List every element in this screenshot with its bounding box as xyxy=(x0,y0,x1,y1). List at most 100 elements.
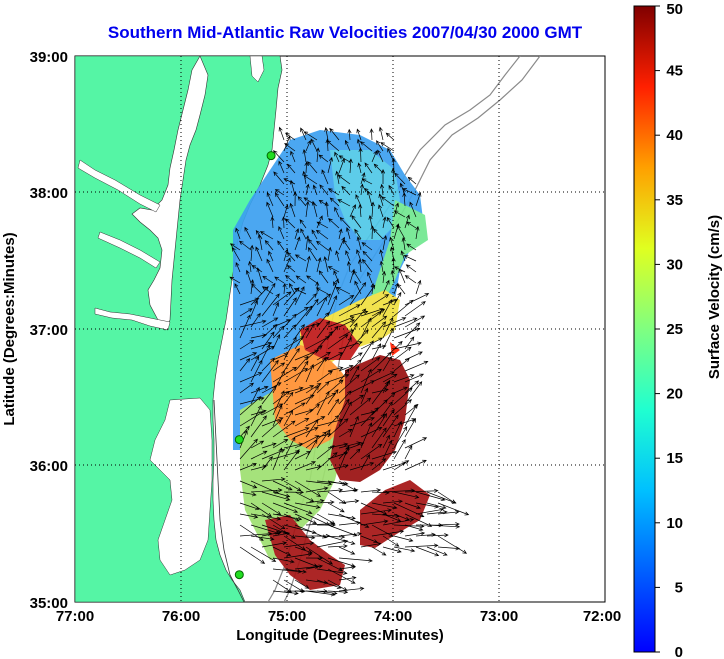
velocity-arrow xyxy=(409,201,417,218)
velocity-arrow xyxy=(338,546,356,555)
velocity-arrow xyxy=(316,370,333,383)
velocity-arrow xyxy=(327,398,340,416)
velocity-arrow xyxy=(250,312,261,328)
velocity-arrow xyxy=(360,387,369,405)
velocity-arrow xyxy=(250,502,272,517)
velocity-arrow xyxy=(351,214,362,229)
velocity-arrow xyxy=(270,216,275,229)
velocity-arrow xyxy=(426,524,461,529)
velocity-arrow xyxy=(234,283,241,295)
velocity-arrow xyxy=(272,557,295,564)
velocity-arrow xyxy=(327,502,345,513)
velocity-arrow xyxy=(303,131,318,141)
x-tick-label: 72:00 xyxy=(583,608,621,625)
velocity-arrow xyxy=(238,240,252,251)
velocity-arrow xyxy=(290,150,296,163)
velocity-arrow xyxy=(382,535,400,547)
velocity-arrow xyxy=(316,312,330,328)
y-tick-label: 35:00 xyxy=(30,595,68,612)
velocity-arrow xyxy=(239,352,258,361)
velocity-arrow xyxy=(338,428,353,438)
velocity-arrow xyxy=(283,409,293,427)
velocity-arrow xyxy=(338,513,370,528)
velocity-arrow xyxy=(338,401,352,427)
velocity-arrow xyxy=(294,236,301,251)
velocity-arrow xyxy=(294,426,319,438)
velocity-arrow xyxy=(349,365,360,383)
velocity-arrow xyxy=(327,535,356,545)
velocity-arrow xyxy=(379,260,384,273)
velocity-arrow xyxy=(371,399,388,416)
radar-station-marker xyxy=(234,435,244,445)
colorbar-tick-label: 30 xyxy=(666,256,683,273)
velocity-arrow xyxy=(360,368,382,383)
velocity-arrow xyxy=(261,331,275,350)
velocity-arrow xyxy=(349,308,367,328)
velocity-arrow xyxy=(305,439,318,460)
velocity-arrow xyxy=(294,360,309,383)
velocity-arrow xyxy=(437,535,468,554)
velocity-arrow xyxy=(307,161,318,174)
velocity-arrow xyxy=(239,524,264,541)
velocity-arrow xyxy=(294,385,315,394)
velocity-arrow xyxy=(382,401,393,416)
velocity-arrow xyxy=(333,281,340,295)
velocity-arrow xyxy=(358,203,363,218)
radar-station-marker xyxy=(266,151,276,161)
velocity-arrow xyxy=(329,197,340,207)
velocity-arrow xyxy=(315,229,329,240)
velocity-arrow xyxy=(371,502,398,510)
velocity-arrow xyxy=(338,531,362,537)
velocity-arrow xyxy=(404,445,413,460)
velocity-arrow xyxy=(373,163,384,174)
velocity-arrow xyxy=(393,502,425,518)
velocity-arrow xyxy=(239,425,250,438)
velocity-arrow xyxy=(371,413,388,438)
velocity-arrow xyxy=(426,502,447,510)
velocity-arrow xyxy=(278,126,285,141)
velocity-arrow xyxy=(323,256,329,273)
velocity-arrow xyxy=(272,362,286,372)
velocity-arrow xyxy=(358,147,363,163)
velocity-arrow xyxy=(239,462,257,471)
velocity-arrow xyxy=(316,539,349,548)
velocity-arrow xyxy=(338,319,356,328)
velocity-arrow xyxy=(261,359,279,383)
velocity-arrow xyxy=(360,508,392,515)
velocity-arrow xyxy=(289,282,296,295)
velocity-arrow xyxy=(348,158,353,174)
velocity-arrow xyxy=(283,391,294,405)
velocity-arrow xyxy=(316,590,338,596)
velocity-arrow xyxy=(394,172,406,185)
velocity-arrow xyxy=(287,163,296,174)
velocity-arrow xyxy=(326,140,340,152)
velocity-arrow xyxy=(366,190,373,207)
james-river xyxy=(94,307,171,331)
velocity-arrow xyxy=(360,340,374,361)
velocity-arrow xyxy=(404,437,428,449)
velocity-arrow xyxy=(349,442,365,449)
velocity-arrow xyxy=(272,366,297,383)
velocity-arrow xyxy=(327,491,347,504)
velocity-arrow xyxy=(404,488,439,493)
velocity-arrow xyxy=(300,127,307,141)
velocity-arrow xyxy=(235,227,241,240)
velocity-arrow xyxy=(250,440,265,449)
x-tick-label: 75:00 xyxy=(268,608,306,625)
velocity-arrow xyxy=(239,382,254,394)
velocity-arrow xyxy=(382,299,393,317)
velocity-arrow xyxy=(318,270,329,284)
velocity-arrow xyxy=(305,293,317,306)
velocity-arrow xyxy=(327,544,348,549)
velocity-arrow xyxy=(251,265,263,273)
x-tick-label: 74:00 xyxy=(374,608,412,625)
velocity-arrow xyxy=(404,513,433,527)
velocity-arrow xyxy=(404,373,425,383)
velocity-arrow xyxy=(367,271,373,284)
y-tick-label: 38:00 xyxy=(30,185,68,202)
velocity-arrow xyxy=(303,197,318,207)
velocity-arrow xyxy=(294,349,320,361)
velocity-arrow xyxy=(229,276,241,284)
velocity-arrow xyxy=(349,416,375,427)
velocity-arrow xyxy=(297,196,307,207)
